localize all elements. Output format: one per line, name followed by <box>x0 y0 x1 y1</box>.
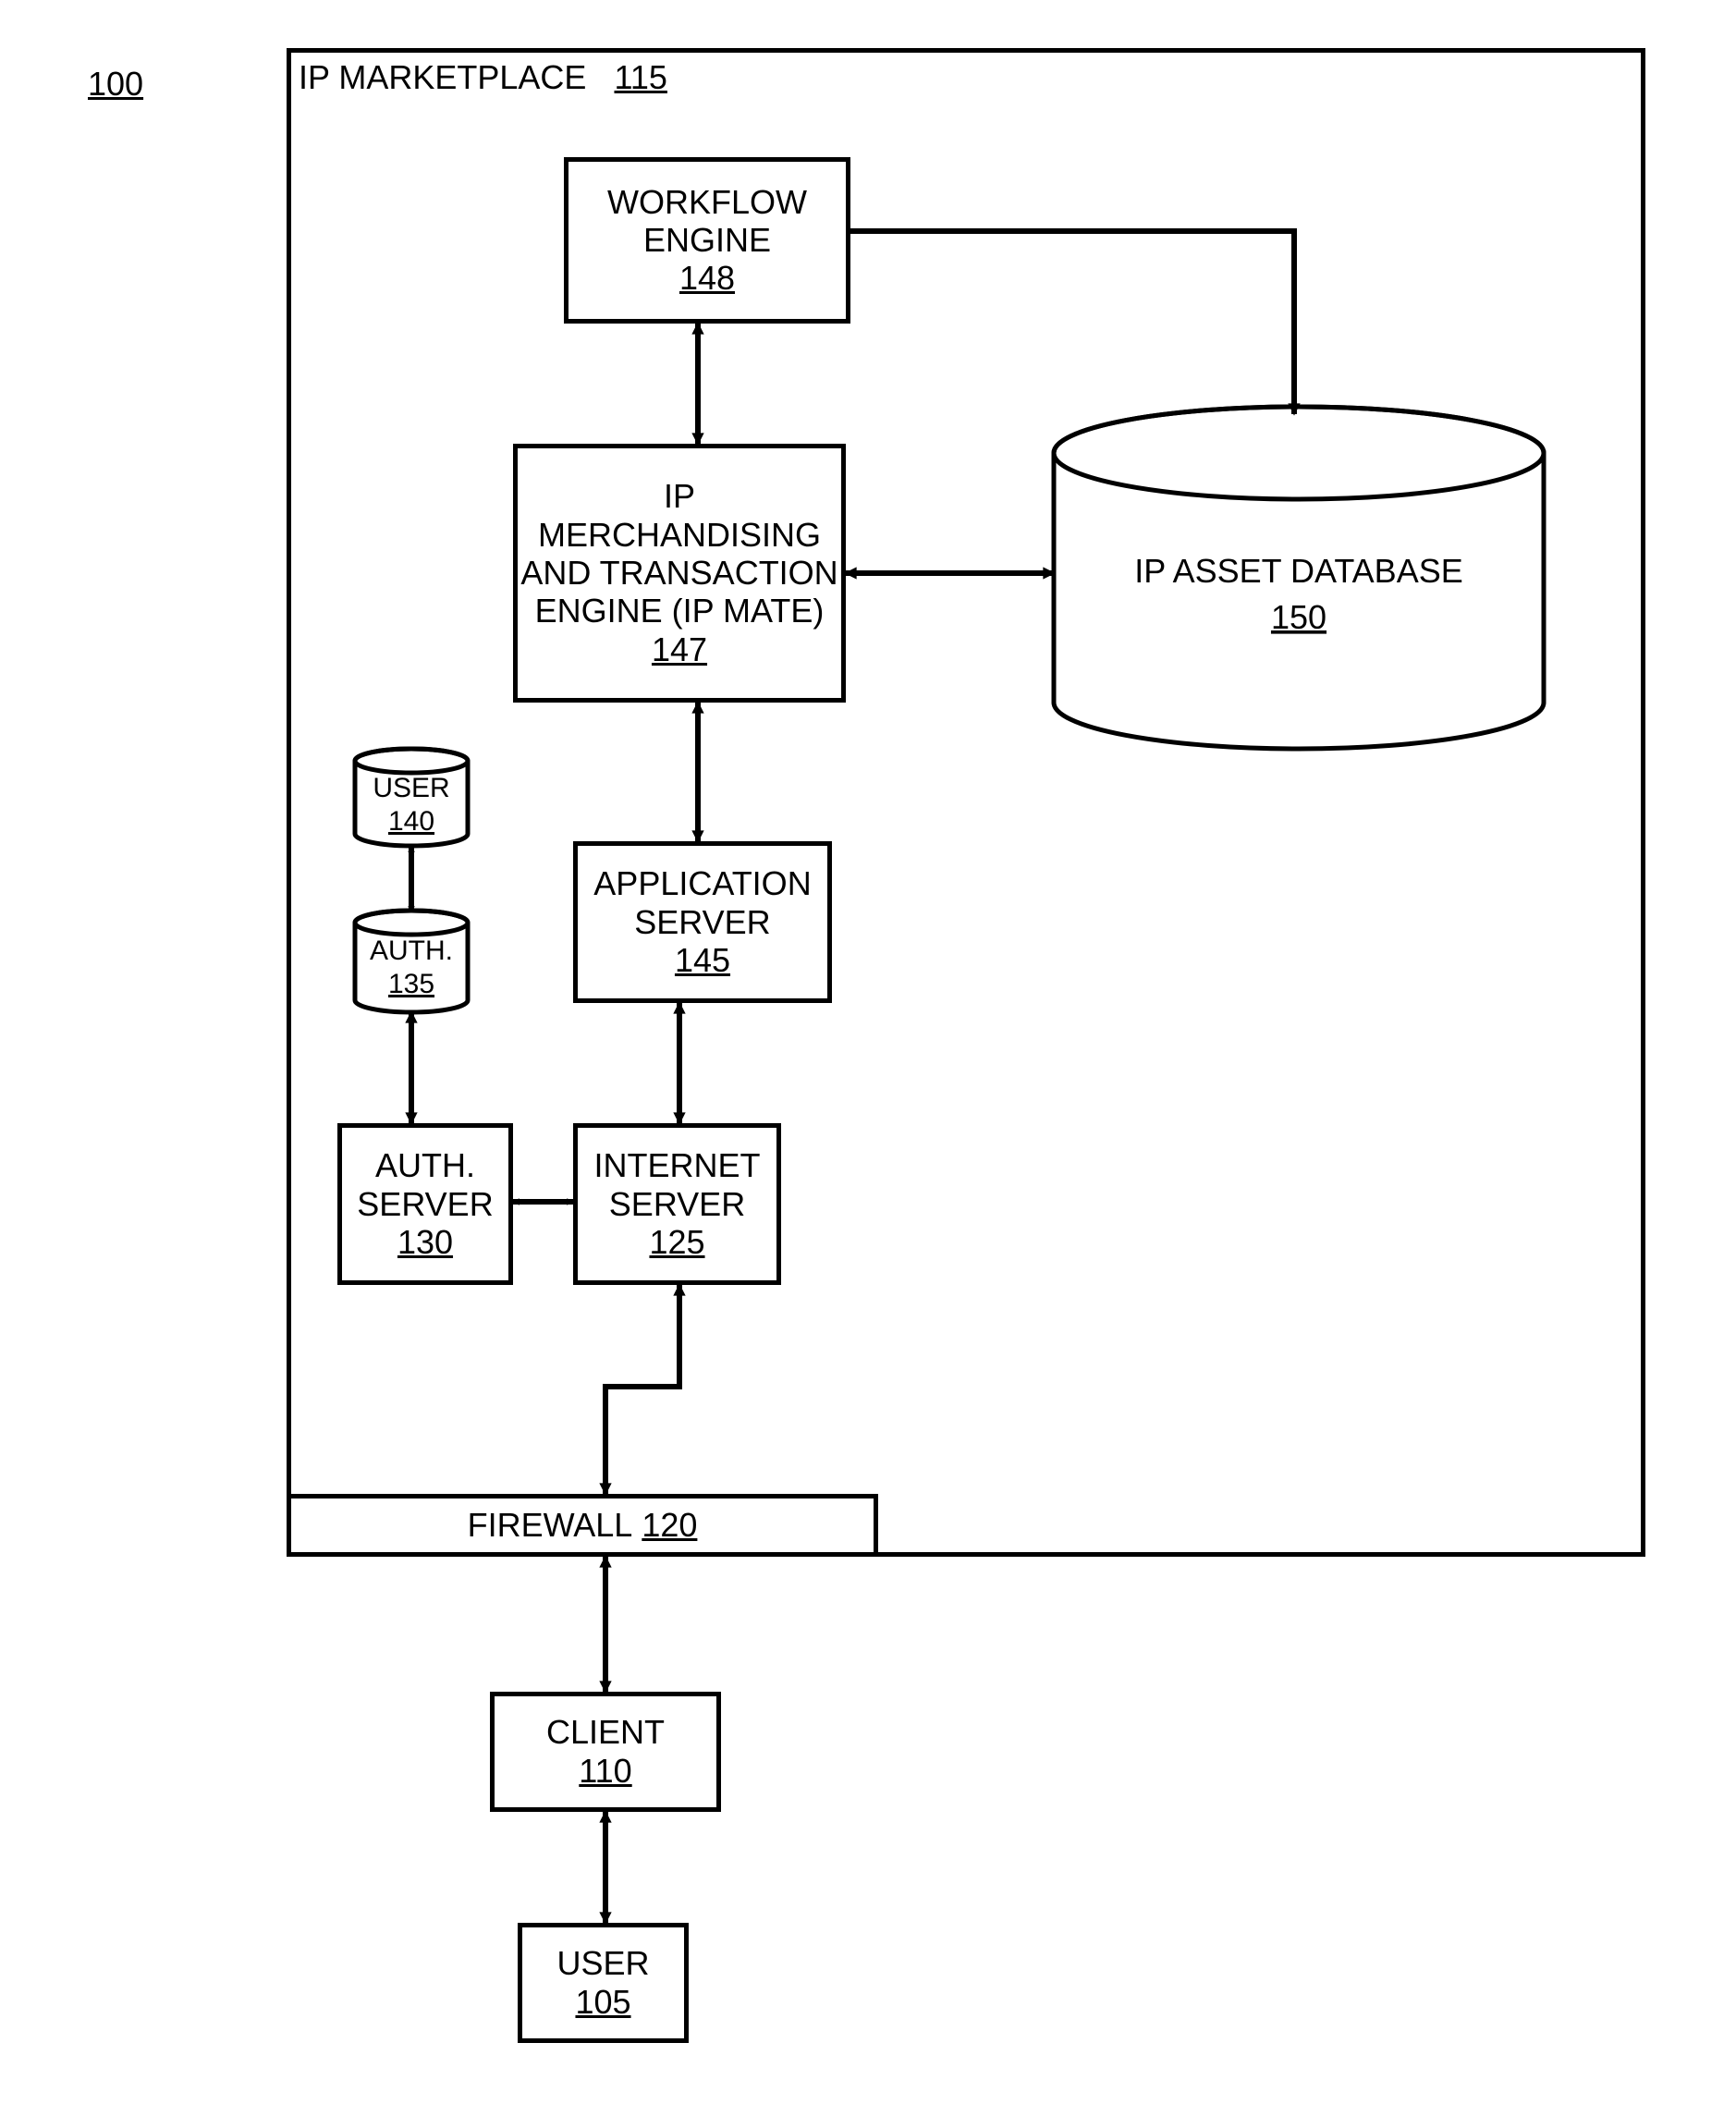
ip-mate-node: IPMERCHANDISINGAND TRANSACTIONENGINE (IP… <box>513 444 846 703</box>
internet-server-ref: 125 <box>649 1223 704 1262</box>
application-server-label: APPLICATIONSERVER <box>593 864 811 941</box>
user-label: USER <box>556 1944 649 1982</box>
auth-server-label: AUTH.SERVER <box>357 1146 493 1223</box>
marketplace-title: IP MARKETPLACE 115 <box>299 58 667 97</box>
user-node: USER 105 <box>518 1923 689 2043</box>
workflow-engine-ref: 148 <box>679 259 735 298</box>
workflow-engine-node: WORKFLOWENGINE 148 <box>564 157 850 324</box>
client-label: CLIENT <box>546 1713 665 1751</box>
application-server-node: APPLICATIONSERVER 145 <box>573 841 832 1003</box>
firewall-label: FIREWALL <box>468 1506 633 1545</box>
user-ref: 105 <box>575 1983 630 2022</box>
marketplace-container: IP MARKETPLACE 115 <box>287 48 1645 1557</box>
internet-server-node: INTERNETSERVER 125 <box>573 1123 781 1285</box>
workflow-engine-label: WORKFLOWENGINE <box>607 183 807 260</box>
auth-server-node: AUTH.SERVER 130 <box>337 1123 513 1285</box>
ip-mate-ref: 147 <box>652 630 707 669</box>
marketplace-ref: 115 <box>614 58 666 96</box>
marketplace-title-text: IP MARKETPLACE <box>299 58 586 96</box>
application-server-ref: 145 <box>675 941 730 980</box>
client-node: CLIENT 110 <box>490 1692 721 1812</box>
auth-server-ref: 130 <box>397 1223 453 1262</box>
firewall-node: FIREWALL 120 <box>287 1494 878 1557</box>
figure-number-label: 100 <box>88 65 143 104</box>
ip-mate-label: IPMERCHANDISINGAND TRANSACTIONENGINE (IP… <box>520 477 837 630</box>
internet-server-label: INTERNETSERVER <box>594 1146 761 1223</box>
client-ref: 110 <box>579 1752 631 1791</box>
firewall-ref: 120 <box>642 1506 697 1545</box>
